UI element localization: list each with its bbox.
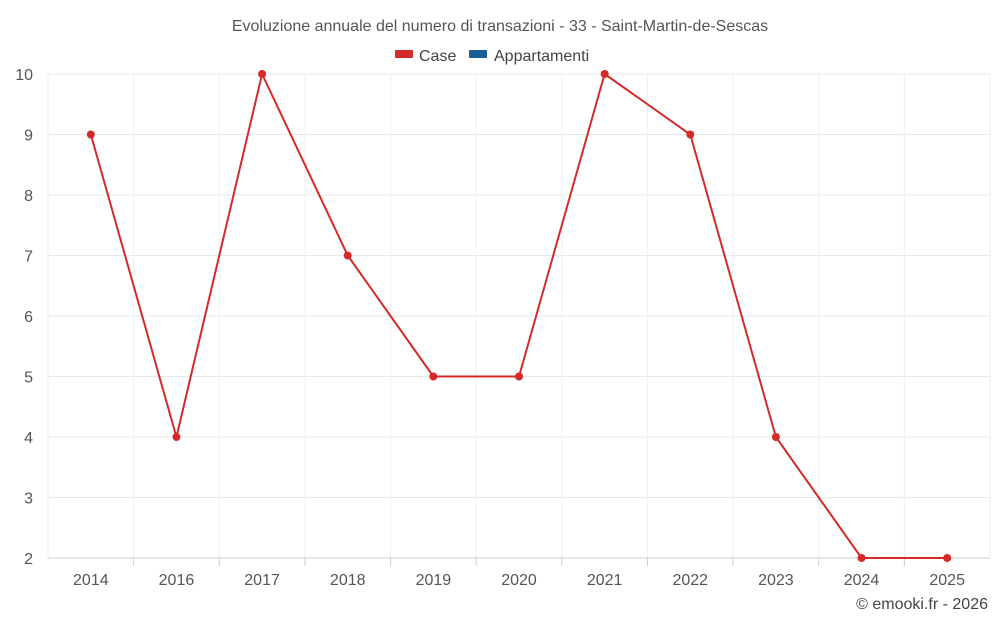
data-point[interactable] — [86, 130, 95, 139]
legend-swatch-appartamenti — [469, 50, 487, 58]
y-tick-label: 6 — [24, 309, 33, 326]
x-tick-label: 2024 — [844, 572, 880, 589]
y-tick-label: 3 — [24, 491, 33, 508]
x-tick-label: 2017 — [244, 572, 280, 589]
data-point[interactable] — [686, 130, 695, 139]
data-point[interactable] — [857, 554, 866, 562]
data-point[interactable] — [258, 70, 267, 78]
y-axis: 2 3 4 5 6 7 8 9 10 — [15, 67, 33, 568]
y-tick-label: 10 — [15, 67, 33, 84]
x-tick-label: 2014 — [73, 572, 109, 589]
series-case — [86, 70, 952, 562]
chart-title: Evoluzione annuale del numero di transaz… — [232, 18, 768, 35]
legend: Case Appartamenti — [395, 48, 589, 65]
x-tick-label: 2018 — [330, 572, 366, 589]
x-axis: 2014 2016 2017 2018 2019 2020 2021 2022 2023 2024… — [48, 557, 990, 589]
x-tick-label: 2019 — [416, 572, 452, 589]
data-point[interactable] — [600, 70, 609, 78]
legend-label-case[interactable]: Case — [419, 48, 456, 65]
y-tick-label: 7 — [24, 249, 33, 266]
data-point[interactable] — [515, 372, 523, 381]
legend-label-appartamenti[interactable]: Appartamenti — [494, 48, 589, 65]
legend-swatch-case — [395, 50, 413, 58]
y-tick-label: 4 — [24, 430, 33, 447]
data-point[interactable] — [943, 554, 952, 562]
x-tick-label: 2022 — [672, 572, 708, 589]
data-point[interactable] — [343, 251, 352, 260]
x-tick-label: 2020 — [501, 572, 537, 589]
x-tick-label: 2016 — [159, 572, 195, 589]
y-tick-label: 9 — [24, 128, 33, 145]
x-tick-label: 2023 — [758, 572, 794, 589]
y-tick-label: 5 — [24, 370, 33, 387]
data-point[interactable] — [771, 433, 780, 441]
y-tick-label: 8 — [24, 188, 33, 205]
data-point[interactable] — [172, 433, 181, 441]
x-tick-label: 2025 — [929, 572, 965, 589]
y-tick-label: 2 — [24, 551, 33, 568]
data-point[interactable] — [429, 372, 438, 381]
grid — [47, 73, 991, 559]
credit-text: © emooki.fr - 2026 — [856, 596, 988, 613]
x-tick-label: 2021 — [587, 572, 623, 589]
